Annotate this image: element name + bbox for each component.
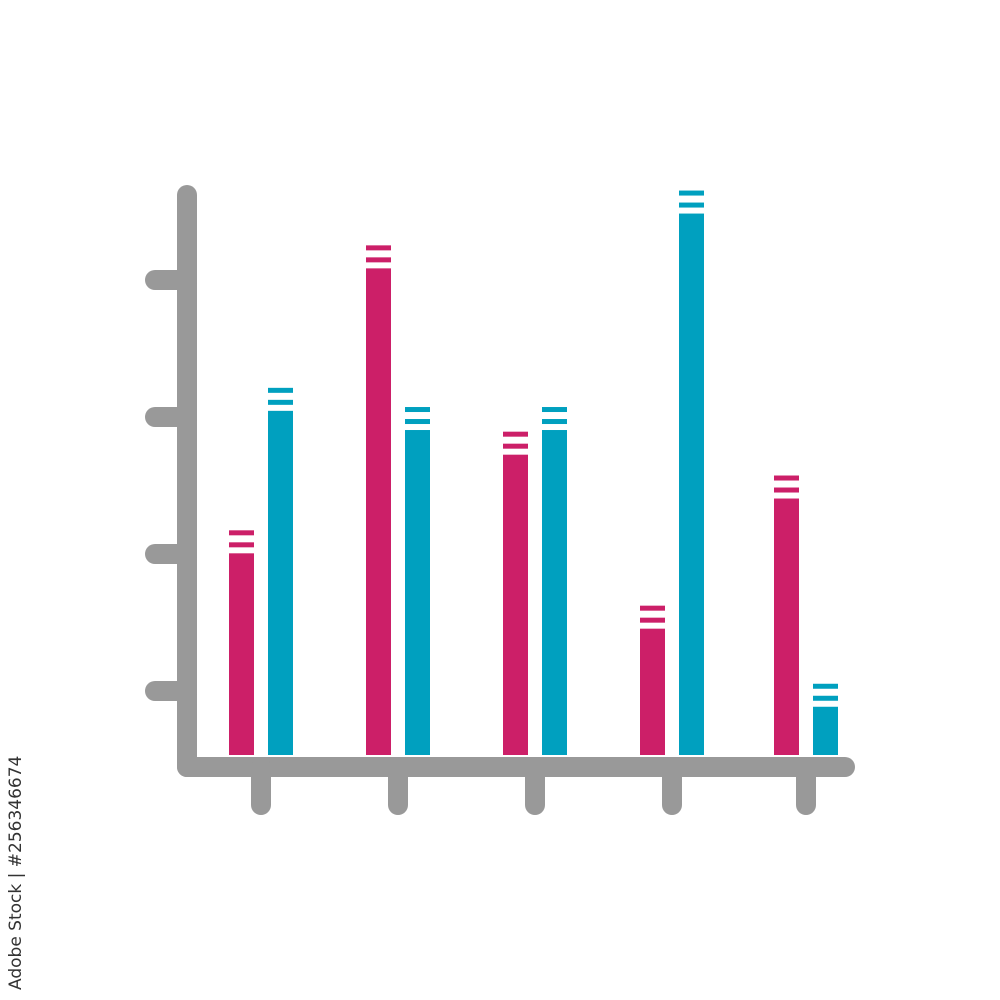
- bar-cap-stripe: [813, 695, 838, 701]
- bar: [774, 498, 799, 755]
- bar-cap-stripe: [503, 443, 528, 449]
- bar-cap-stripe: [268, 387, 293, 393]
- bar: [405, 430, 430, 755]
- bar-cap-stripe: [503, 431, 528, 437]
- bar-cap-stripe: [229, 530, 254, 536]
- bar: [268, 410, 293, 755]
- bar-cap-stripe: [366, 257, 391, 263]
- bar: [640, 628, 665, 755]
- bar-cap-stripe: [640, 605, 665, 611]
- bar: [229, 553, 254, 755]
- bar-cap-stripe: [229, 542, 254, 548]
- bar-cap-stripe: [405, 407, 430, 413]
- bar-cap-stripe: [405, 419, 430, 425]
- bar: [366, 268, 391, 755]
- bar-cap-stripe: [542, 407, 567, 413]
- bar-cap-stripe: [640, 617, 665, 623]
- bar-cap-stripe: [679, 202, 704, 208]
- bar: [679, 213, 704, 755]
- stock-credit: Adobe Stock | #256346674: [6, 755, 26, 990]
- bar: [503, 454, 528, 755]
- bar-cap-stripe: [679, 190, 704, 196]
- bars: [229, 190, 838, 755]
- bar: [813, 706, 838, 755]
- axes: [145, 185, 855, 815]
- bar: [542, 430, 567, 755]
- bar-cap-stripe: [542, 419, 567, 425]
- bar-cap-stripe: [268, 399, 293, 405]
- bar-cap-stripe: [774, 487, 799, 493]
- bar-cap-stripe: [366, 245, 391, 251]
- bar-cap-stripe: [774, 475, 799, 481]
- bar-cap-stripe: [813, 683, 838, 689]
